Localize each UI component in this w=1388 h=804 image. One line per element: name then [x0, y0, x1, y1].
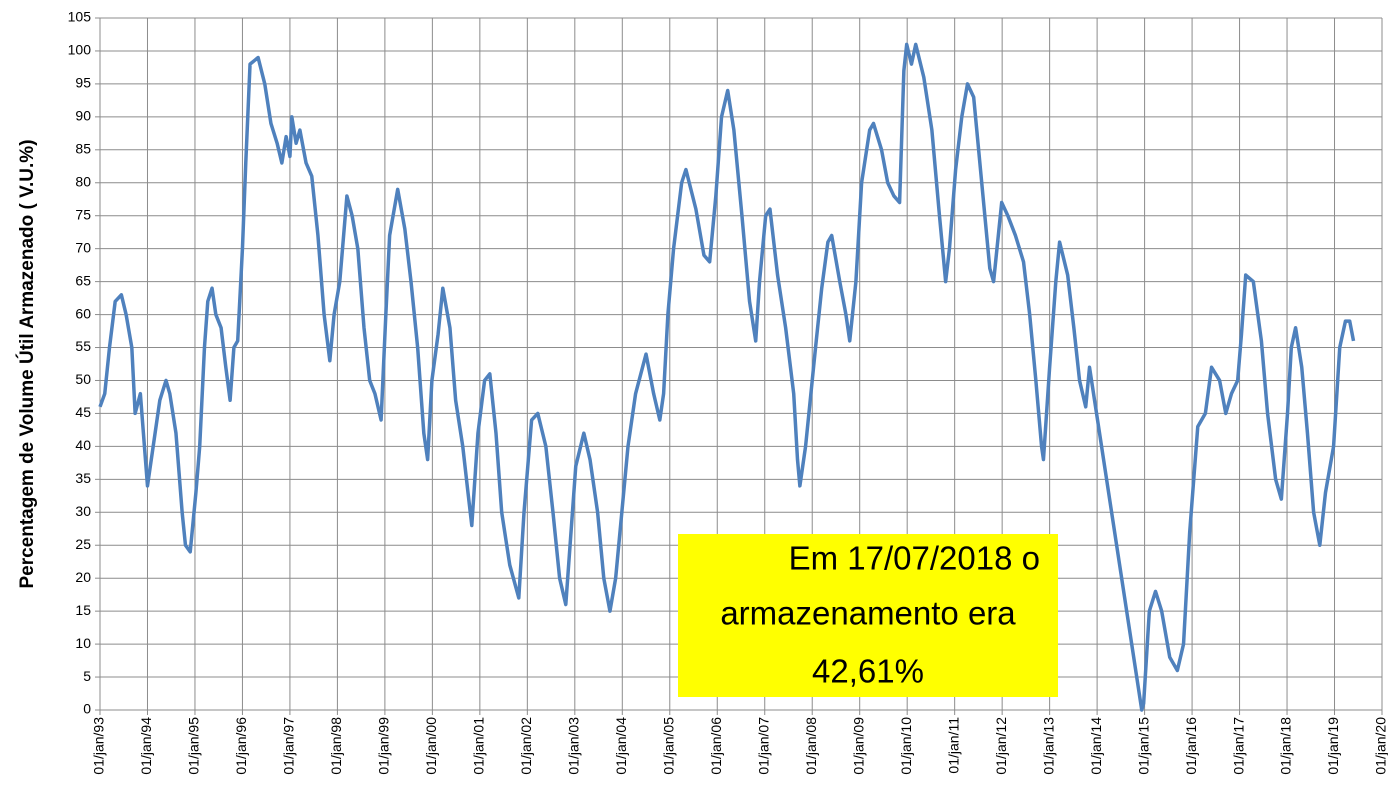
- x-tick-label: 01/jan/20: [1373, 717, 1388, 775]
- x-tick-label: 01/jan/10: [898, 717, 914, 775]
- y-tick-label: 50: [75, 371, 91, 387]
- x-tick-label: 01/jan/18: [1278, 717, 1294, 775]
- x-tick-label: 01/jan/94: [138, 717, 154, 775]
- annotation-box: [678, 534, 1058, 697]
- y-tick-label: 45: [75, 404, 91, 420]
- y-tick-label: 105: [68, 9, 92, 25]
- x-tick-label: 01/jan/02: [518, 717, 534, 775]
- y-tick-label: 20: [75, 569, 91, 585]
- y-tick-label: 55: [75, 338, 91, 354]
- y-tick-label: 90: [75, 108, 91, 124]
- x-tick-label: 01/jan/98: [328, 717, 344, 775]
- annotation-line: 42,61%: [812, 653, 924, 690]
- x-tick-label: 01/jan/95: [186, 717, 202, 775]
- y-tick-label: 40: [75, 437, 91, 453]
- data-line: [98, 42, 1356, 712]
- y-tick-label: 35: [75, 470, 91, 486]
- y-tick-label: 80: [75, 173, 91, 189]
- x-tick-label: 01/jan/19: [1325, 717, 1341, 775]
- x-tick-label: 01/jan/96: [233, 717, 249, 775]
- y-tick-label: 10: [75, 635, 91, 651]
- x-tick-label: 01/jan/04: [613, 717, 629, 775]
- x-tick-label: 01/jan/14: [1088, 717, 1104, 775]
- x-tick-label: 01/jan/01: [471, 717, 487, 775]
- x-tick-label: 01/jan/15: [1135, 717, 1151, 775]
- x-tick-label: 01/jan/09: [850, 717, 866, 775]
- annotation-line: armazenamento era: [720, 595, 1016, 632]
- x-tick-label: 01/jan/06: [708, 717, 724, 775]
- y-tick-label: 100: [68, 42, 92, 58]
- y-axis-label: Percentagem de Volume Útil Armazenado ( …: [16, 139, 38, 588]
- x-tick-label: 01/jan/13: [1040, 717, 1056, 775]
- annotation-line: Em 17/07/2018 o: [789, 540, 1040, 577]
- annotation: Em 17/07/2018 o armazenamento era 42,61%: [678, 534, 1058, 697]
- y-tick-label: 95: [75, 75, 91, 91]
- x-tick-label: 01/jan/93: [91, 717, 107, 775]
- x-tick-label: 01/jan/17: [1230, 717, 1246, 775]
- x-tick-label: 01/jan/99: [376, 717, 392, 775]
- y-tick-label: 5: [83, 668, 91, 684]
- y-tick-label: 85: [75, 141, 91, 157]
- x-tick-label: 01/jan/05: [660, 717, 676, 775]
- x-tick-label: 01/jan/97: [281, 717, 297, 775]
- y-tick-label: 25: [75, 536, 91, 552]
- y-tick-label: 0: [83, 701, 91, 717]
- x-tick-label: 01/jan/03: [566, 717, 582, 775]
- x-tick-label: 01/jan/00: [423, 717, 439, 775]
- x-tick-label: 01/jan/07: [755, 717, 771, 775]
- x-tick-label: 01/jan/11: [945, 717, 961, 774]
- x-tick-label: 01/jan/08: [803, 717, 819, 775]
- y-tick-label: 15: [75, 602, 91, 618]
- y-tick-label: 65: [75, 272, 91, 288]
- y-tick-label: 75: [75, 206, 91, 222]
- y-tick-label: 60: [75, 305, 91, 321]
- x-tick-label: 01/jan/16: [1183, 717, 1199, 775]
- x-tick-label: 01/jan/12: [993, 717, 1009, 775]
- y-tick-label: 30: [75, 503, 91, 519]
- y-tick-label: 70: [75, 239, 91, 255]
